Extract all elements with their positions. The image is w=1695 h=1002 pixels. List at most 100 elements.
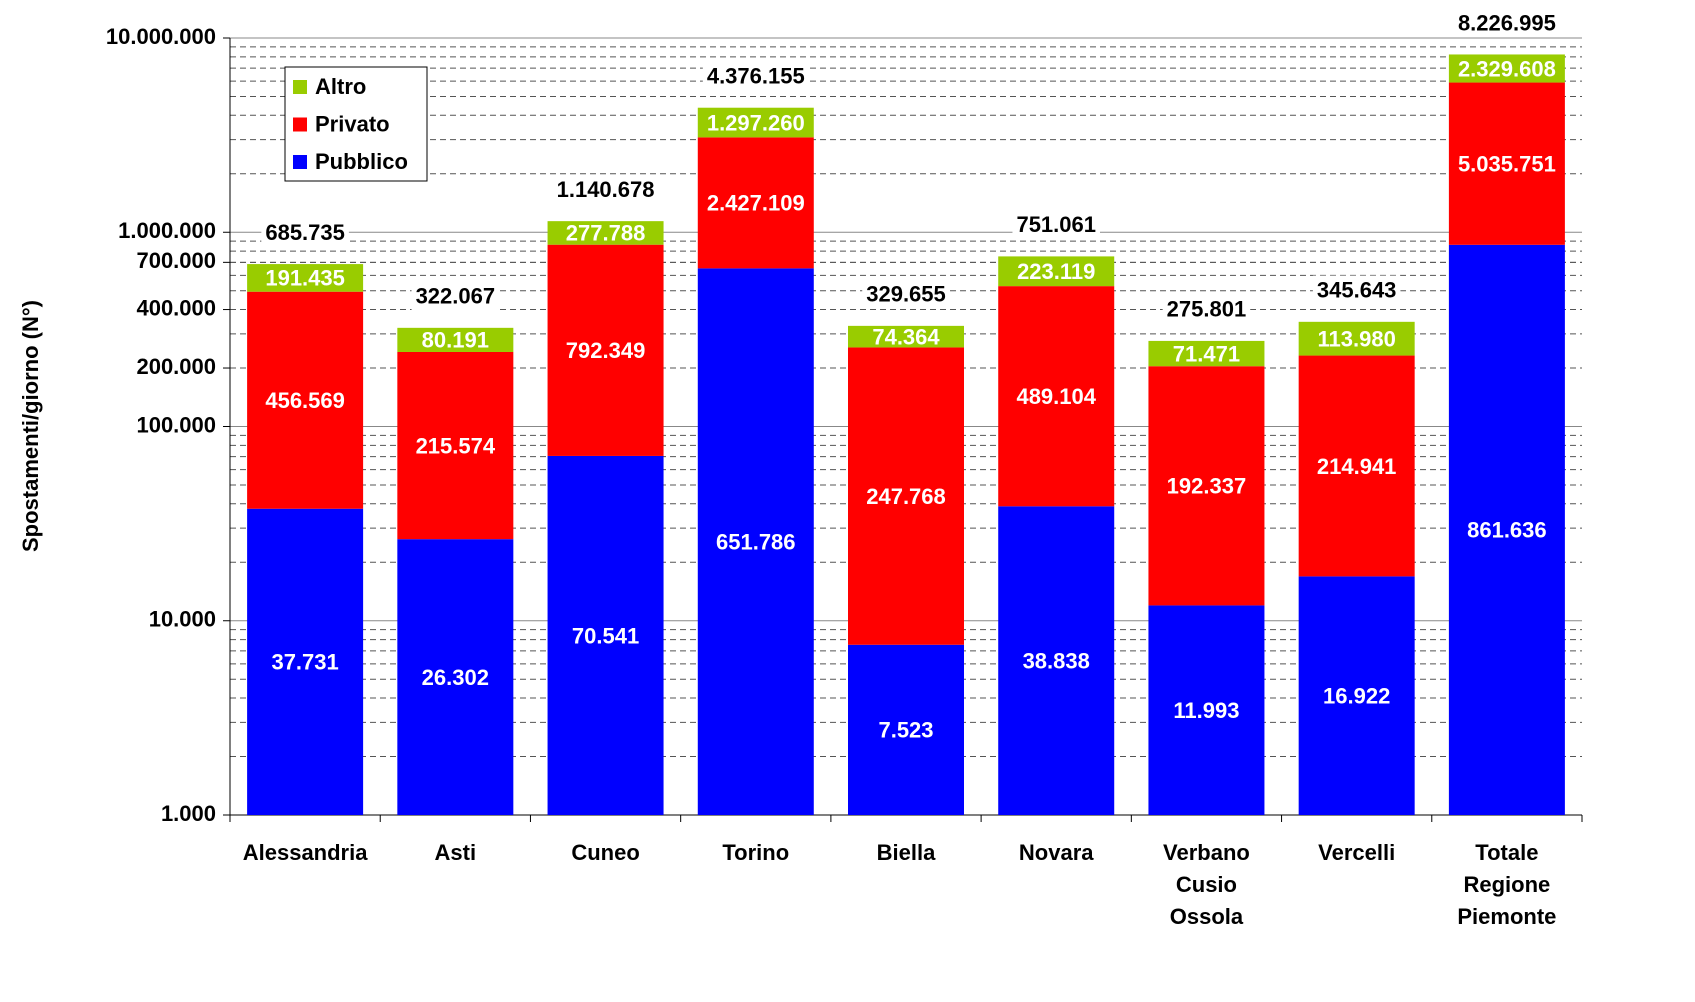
- bar-segment: [247, 508, 364, 815]
- y-tick-label: 1.000: [161, 801, 216, 826]
- data-label: 191.435: [265, 266, 345, 291]
- legend-label: Pubblico: [315, 149, 408, 174]
- y-tick-label: 10.000: [149, 607, 216, 632]
- bar-segment: [697, 137, 814, 269]
- bar-segment: [998, 506, 1115, 815]
- bar-segment: [1148, 366, 1265, 606]
- data-label: 74.364: [872, 324, 940, 349]
- legend-label: Privato: [315, 111, 390, 136]
- data-label: 277.788: [566, 221, 646, 246]
- data-label: 38.838: [1023, 648, 1090, 673]
- x-tick-label: Torino: [722, 840, 790, 865]
- bar-segment: [247, 264, 364, 292]
- data-label: 215.574: [416, 433, 496, 458]
- data-label: 5.035.751: [1458, 151, 1556, 176]
- y-tick-label: 10.000.000: [106, 24, 216, 49]
- bar-segment: [397, 539, 514, 815]
- bar-segment: [848, 347, 964, 645]
- legend-swatch: [293, 155, 307, 169]
- total-label-bg: [702, 61, 809, 91]
- data-label: 489.104: [1016, 384, 1096, 409]
- total-label: 685.735: [265, 220, 345, 245]
- data-label: 71.471: [1173, 341, 1240, 366]
- legend: Altro Privato Pubblico: [284, 66, 428, 182]
- bar-segment: [1298, 576, 1415, 815]
- total-label-bg: [1453, 8, 1560, 38]
- bar-segment: [1148, 340, 1265, 367]
- bar-segment: [247, 291, 364, 509]
- data-label: 223.119: [1017, 259, 1095, 284]
- total-label-bg: [1012, 210, 1100, 240]
- x-tick-label: Biella: [876, 840, 936, 865]
- data-label: 113.980: [1318, 327, 1396, 352]
- bar-segment: [1298, 321, 1415, 356]
- data-label: 792.349: [566, 338, 646, 363]
- y-tick-label: 100.000: [136, 412, 216, 437]
- bar-segment: [547, 221, 664, 245]
- bar-segment: [848, 325, 964, 348]
- data-label: 861.636: [1467, 518, 1547, 543]
- total-label: 345.643: [1317, 278, 1397, 303]
- x-tick-label: Totale Regione Piemonte: [1457, 840, 1557, 929]
- bar-segment: [848, 644, 964, 815]
- data-label: 70.541: [572, 623, 639, 648]
- total-label: 1.140.678: [557, 177, 655, 202]
- bar-segment: [1448, 244, 1565, 815]
- data-label: 16.922: [1323, 683, 1390, 708]
- data-label: 192.337: [1167, 474, 1247, 499]
- y-axis-title: Spostamenti/giorno (N°): [18, 300, 43, 552]
- total-label-bg: [862, 279, 950, 309]
- data-label: 37.731: [271, 650, 338, 675]
- bar-segment: [998, 286, 1115, 507]
- bar-segment: [697, 107, 814, 138]
- total-label-bg: [1162, 294, 1251, 324]
- legend-box: [284, 66, 428, 182]
- y-tick-label: 200.000: [136, 354, 216, 379]
- data-label: 80.191: [422, 328, 489, 353]
- bar-segment: [998, 256, 1115, 287]
- bar-segment: [547, 455, 664, 815]
- data-label: 7.523: [878, 718, 933, 743]
- total-label: 275.801: [1167, 297, 1247, 322]
- total-label: 322.067: [416, 284, 496, 309]
- data-label: 26.302: [422, 665, 489, 690]
- y-tick-label: 1.000.000: [118, 218, 216, 243]
- bar-segment: [397, 351, 514, 540]
- data-label: 214.941: [1317, 454, 1397, 479]
- bar-segment: [1298, 355, 1415, 577]
- legend-label: Altro: [315, 74, 366, 99]
- x-tick-label: Cuneo: [571, 840, 640, 865]
- legend-swatch: [293, 117, 307, 132]
- data-label: 651.786: [716, 529, 796, 554]
- total-label-bg: [1312, 275, 1401, 305]
- total-label: 751.061: [1016, 212, 1096, 237]
- data-label: 1.297.260: [707, 110, 805, 135]
- legend-swatch: [293, 80, 307, 94]
- y-tick-label: 700.000: [136, 248, 216, 273]
- data-label: 11.993: [1173, 698, 1239, 723]
- x-tick-label: Asti: [434, 840, 477, 865]
- x-tick-label: Verbano Cusio Ossola: [1163, 840, 1250, 929]
- total-label-bg: [552, 174, 659, 204]
- bar-segment: [697, 268, 814, 815]
- total-label: 329.655: [866, 282, 946, 307]
- data-label: 247.768: [866, 484, 946, 509]
- x-tick-label: Alessandria: [242, 840, 368, 865]
- total-label: 4.376.155: [707, 64, 805, 89]
- data-label: 2.329.608: [1458, 56, 1556, 81]
- total-label-bg: [411, 281, 500, 311]
- y-tick-label: 400.000: [136, 295, 216, 320]
- data-label: 456.569: [265, 388, 345, 413]
- bar-segment: [1448, 54, 1565, 83]
- bar-segment: [397, 327, 514, 352]
- data-label: 2.427.109: [707, 191, 805, 216]
- bar-segment: [1148, 605, 1265, 815]
- total-label: 8.226.995: [1458, 10, 1556, 35]
- total-label-bg: [261, 217, 349, 247]
- x-tick-label: Vercelli: [1318, 840, 1396, 865]
- bar-segment: [547, 244, 664, 456]
- bar-segment: [1448, 82, 1565, 245]
- x-tick-label: Novara: [1018, 840, 1094, 865]
